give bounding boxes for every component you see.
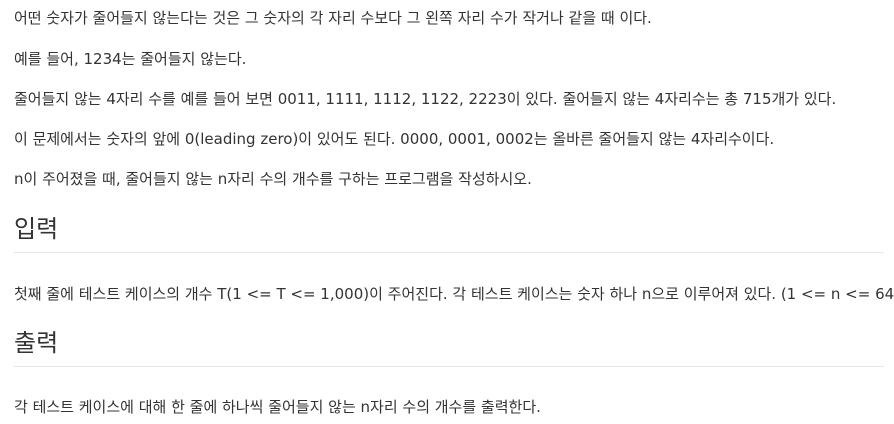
input-description: 첫째 줄에 테스트 케이스의 개수 T(1 <= T <= 1,000)이 주어… [14,285,894,303]
input-heading-container: 입력 [14,212,884,253]
description-paragraph: n이 주어졌을 때, 줄어들지 않는 n자리 수의 개수를 구하는 프로그램을 … [14,170,532,188]
description-paragraph: 예를 들어, 1234는 줄어들지 않는다. [14,50,247,68]
description-paragraph: 이 문제에서는 숫자의 앞에 0(leading zero)이 있어도 된다. … [14,130,775,148]
description-paragraph: 어떤 숫자가 줄어들지 않는다는 것은 그 숫자의 각 자리 수보다 그 왼쪽 … [14,9,652,27]
description-paragraph: 줄어들지 않는 4자리 수를 예를 들어 보면 0011, 1111, 1112… [14,90,837,108]
output-description: 각 테스트 케이스에 대해 한 줄에 하나씩 줄어들지 않는 n자리 수의 개수… [14,398,541,416]
output-heading: 출력 [14,329,59,357]
output-heading-container: 출력 [14,326,884,367]
input-heading: 입력 [14,215,59,243]
